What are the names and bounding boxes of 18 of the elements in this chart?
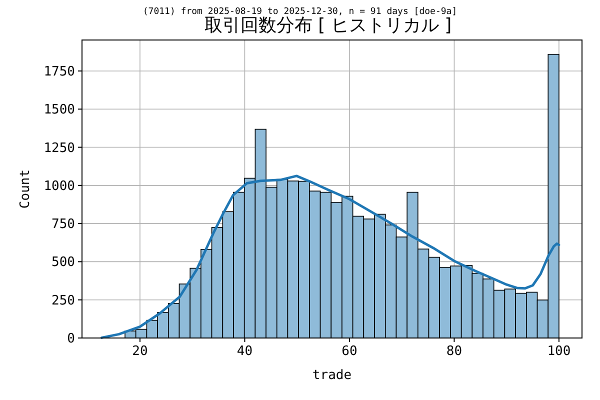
y-tick-label: 1250 [44, 140, 75, 156]
x-axis-title: trade [312, 368, 352, 383]
y-tick-label: 500 [52, 255, 75, 270]
x-tick-label: 80 [446, 344, 462, 359]
chart-subtitle: (7011) from 2025-08-19 to 2025-12-30, n = 91 days [doe-9a] [142, 7, 458, 17]
y-tick-label: 250 [52, 293, 75, 308]
chart-title: 取引回数分布 [ ヒストリカル ] [204, 15, 452, 36]
line-series [100, 174, 560, 339]
y-tick-label: 750 [52, 217, 75, 232]
x-tick-label: 60 [342, 344, 358, 359]
y-tick-label: 1750 [44, 64, 75, 80]
x-tick-label: 100 [547, 344, 571, 359]
y-tick-label: 1000 [44, 178, 75, 194]
x-tick-label: 40 [236, 344, 253, 359]
y-tick-label: 1500 [44, 102, 75, 118]
x-tick-label: 20 [132, 344, 148, 359]
y-tick-label: 0 [67, 332, 75, 346]
y-axis-title: Count [18, 169, 33, 209]
